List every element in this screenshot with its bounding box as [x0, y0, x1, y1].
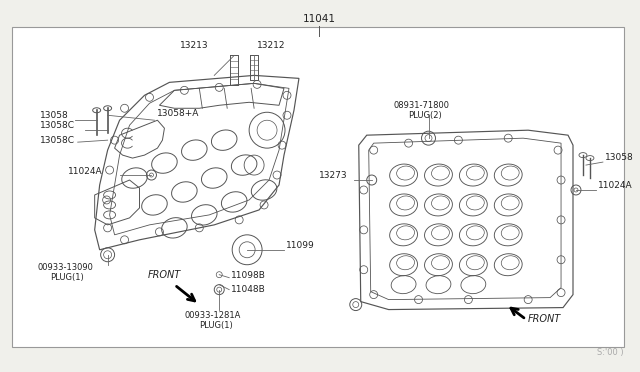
Text: 11024A: 11024A: [68, 167, 102, 176]
Bar: [12, 26, 624, 347]
Text: 13058: 13058: [40, 111, 68, 120]
Text: FRONT: FRONT: [528, 314, 561, 324]
Text: 13273: 13273: [319, 171, 348, 180]
Text: 00933-13090: 00933-13090: [38, 263, 93, 272]
Text: 11024A: 11024A: [598, 181, 632, 190]
Text: PLUG(1): PLUG(1): [50, 273, 84, 282]
Text: 13058: 13058: [605, 153, 634, 162]
Text: 13058+A: 13058+A: [157, 109, 200, 118]
Text: PLUG(2): PLUG(2): [408, 111, 442, 120]
Text: 13058C: 13058C: [40, 136, 75, 145]
Text: 00933-1281A: 00933-1281A: [184, 311, 241, 320]
Text: S:'00 ): S:'00 ): [597, 349, 624, 357]
Text: 13058C: 13058C: [40, 121, 75, 130]
Text: 13213: 13213: [180, 42, 209, 51]
Text: FRONT: FRONT: [147, 270, 180, 280]
Text: 11098B: 11098B: [231, 271, 266, 280]
Text: PLUG(1): PLUG(1): [199, 321, 233, 330]
Text: 11099: 11099: [286, 241, 315, 250]
Text: 11041: 11041: [302, 14, 335, 23]
Text: 11048B: 11048B: [231, 285, 266, 294]
Text: 08931-71800: 08931-71800: [394, 101, 450, 110]
Text: 13212: 13212: [257, 42, 285, 51]
